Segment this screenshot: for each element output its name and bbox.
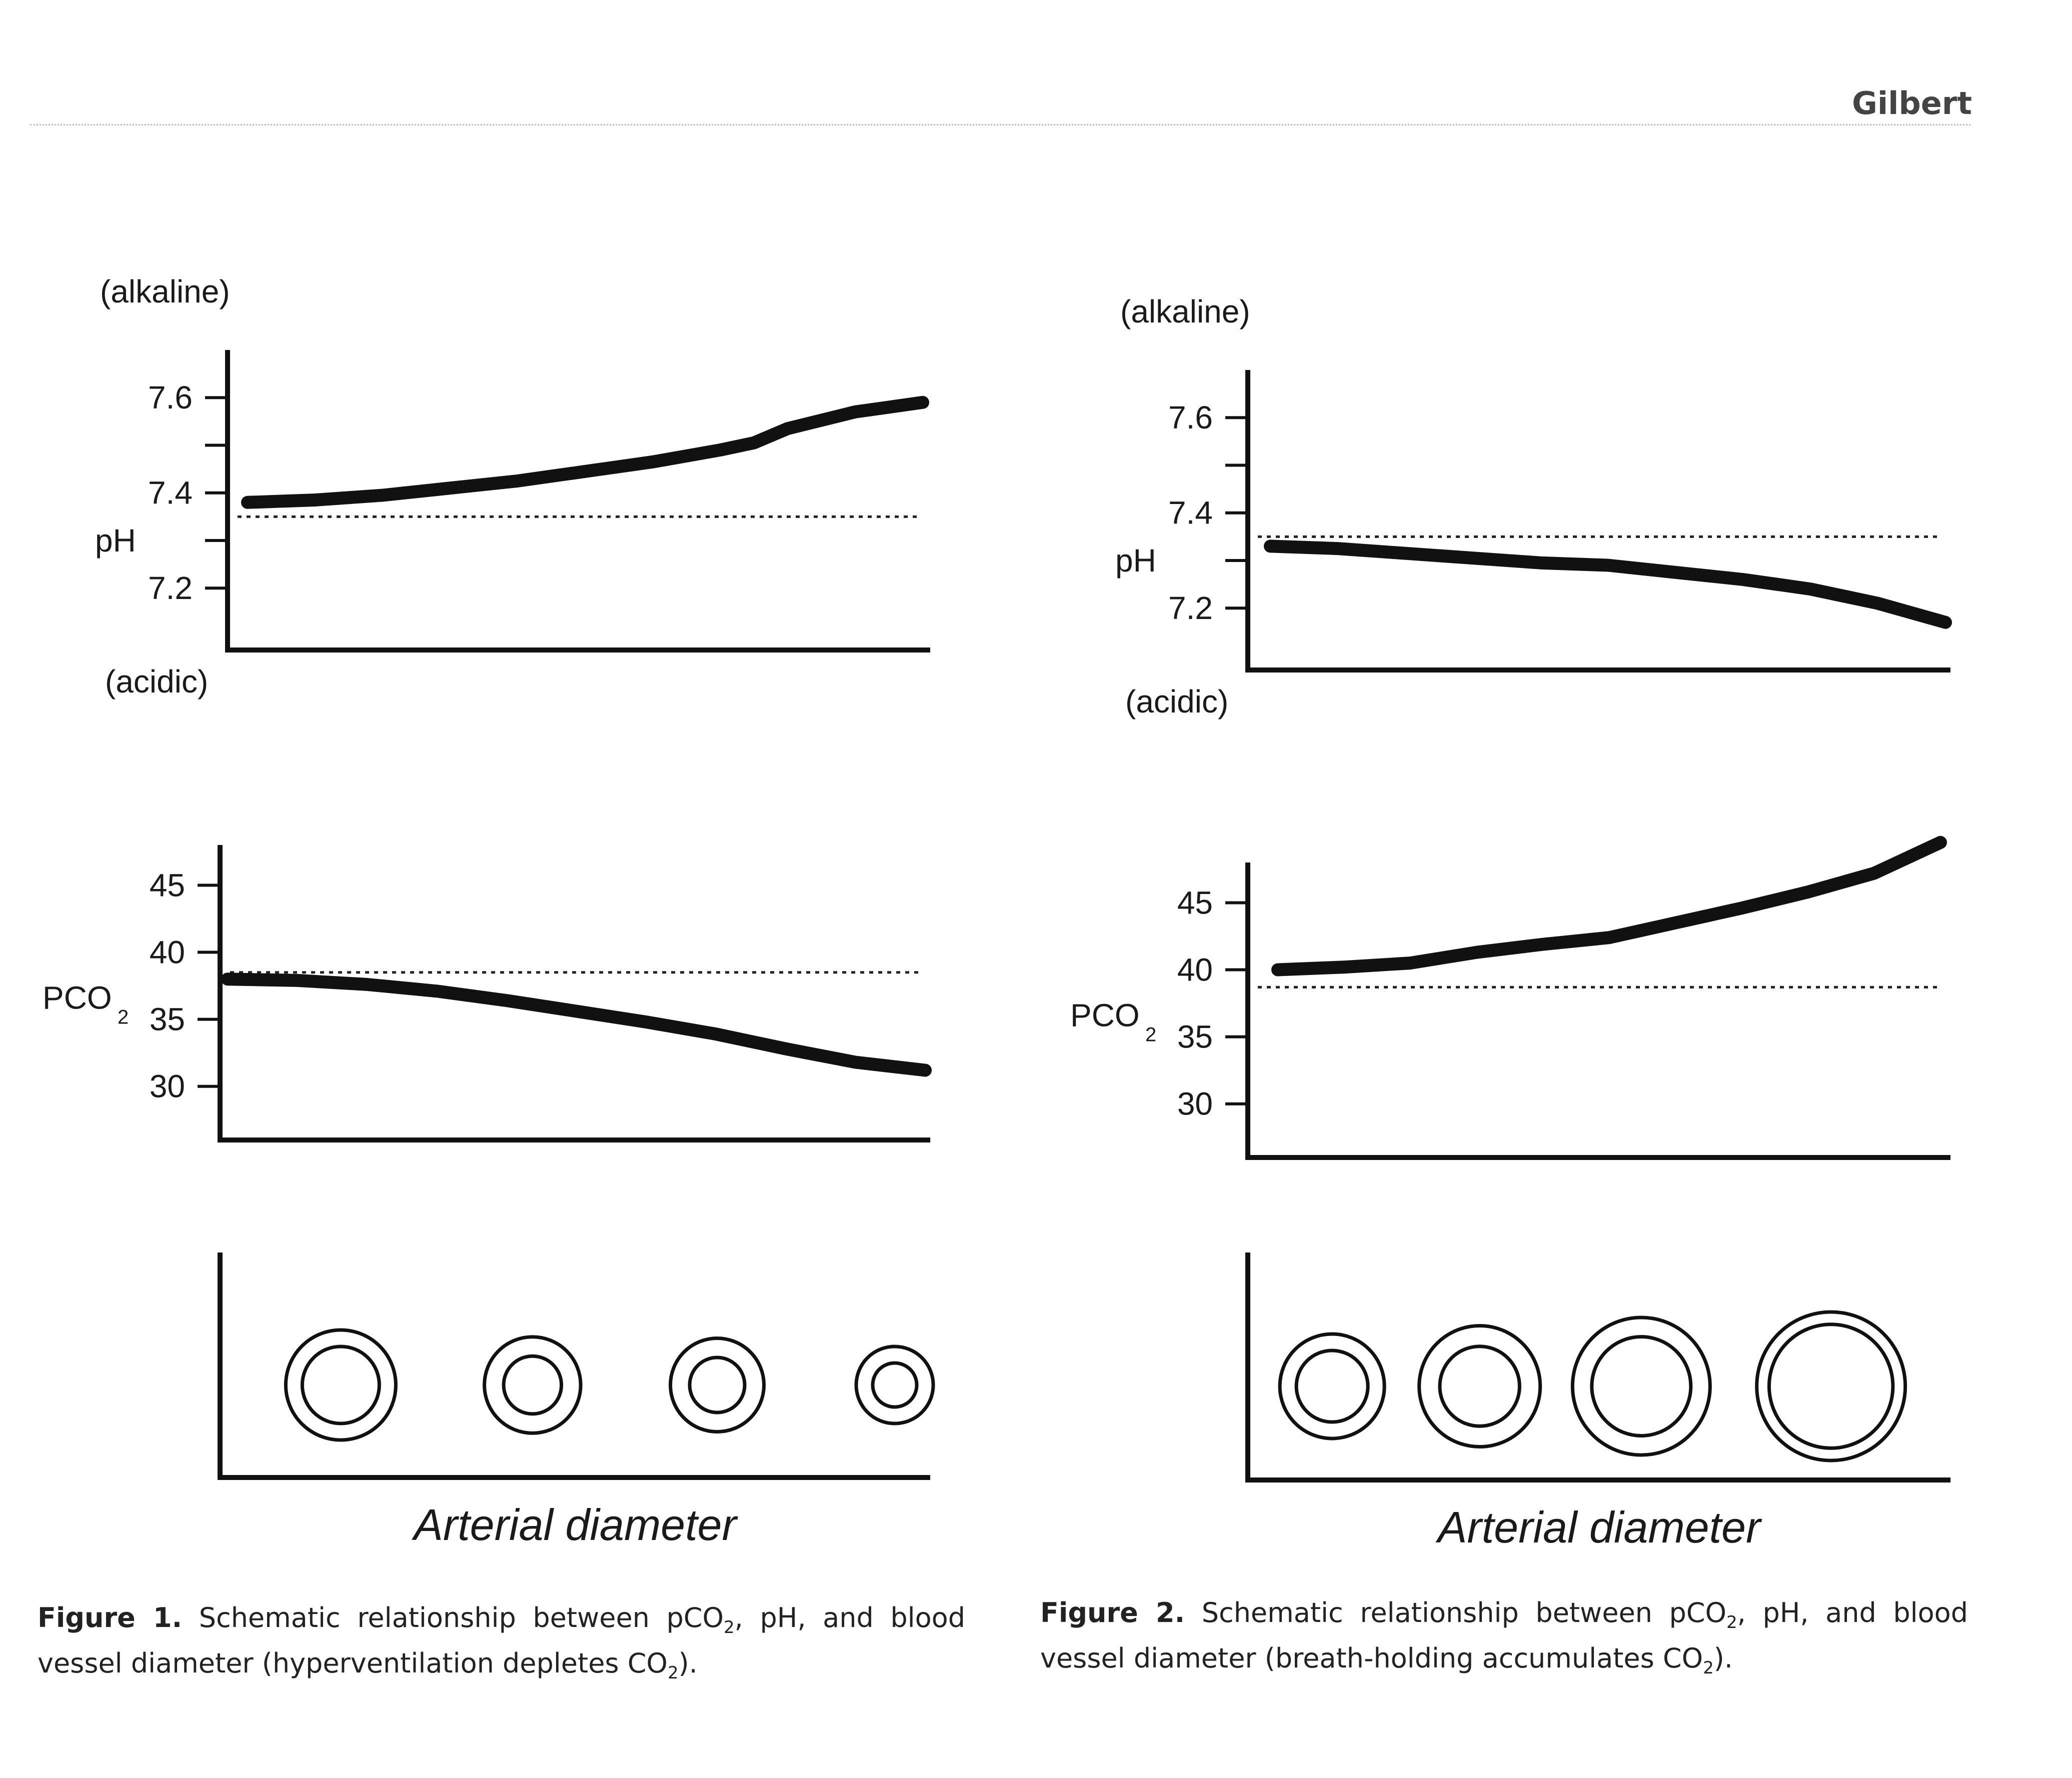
fig1-pco2-tick-label: 30: [150, 1068, 185, 1104]
fig1-diameter-vessel-4: [854, 1344, 935, 1426]
figure-1-caption-text-b: , pH, and blood vessel diameter (hyperve…: [38, 1602, 965, 1679]
vessel-lumen: [1294, 1348, 1370, 1424]
vessel-lumen: [502, 1354, 564, 1416]
fig2-ph-series-line: [1264, 540, 1952, 629]
figure-2-caption: Figure 2. Schematic relationship between…: [1040, 1595, 1968, 1686]
fig2-pco2-tick-label: 30: [1177, 1086, 1213, 1122]
fig2-diameter-vessel-4: [1755, 1310, 1907, 1462]
fig1-pco2-ylabel: PCO: [43, 980, 112, 1016]
fig2-ph-tick-label: 7.2: [1168, 590, 1213, 626]
fig2-ph-tick-label: 7.6: [1168, 400, 1213, 436]
fig2-pco2-series-line: [1271, 836, 1947, 976]
fig1-ph-bottom-note: (acidic): [105, 664, 208, 700]
figure-2-caption-sub-b: 2: [1703, 1658, 1714, 1678]
fig1-ph-ylabel: pH: [95, 522, 136, 558]
fig2-ph-ylabel: pH: [1115, 542, 1156, 578]
fig2-pco2-tick-label: 35: [1177, 1019, 1213, 1055]
fig2-ph-chart: 7.2 7.4 7.6 pH (alkaline) (acidic): [1115, 294, 1952, 720]
fig2-pco2-ylabel-sub: 2: [1145, 1024, 1156, 1046]
fig1-pco2-chart: 30 35 40 45 PCO 2: [43, 845, 932, 1142]
fig1-pco2-series-line: [221, 972, 932, 1077]
fig2-diameter-vessel-1: [1278, 1332, 1386, 1440]
vessel-outer-wall: [854, 1344, 935, 1426]
fig1-pco2-tick-label: 35: [150, 1002, 185, 1038]
figure-2-caption-sub-a: 2: [1726, 1612, 1737, 1632]
figure-1-caption: Figure 1. Schematic relationship between…: [38, 1600, 965, 1691]
vessel-outer-wall: [1417, 1324, 1542, 1448]
vessel-outer-wall: [1755, 1310, 1907, 1462]
header-rule: [30, 124, 1970, 126]
vessel-lumen: [688, 1356, 747, 1414]
fig1-pco2-tick-label: 40: [150, 934, 185, 970]
fig1-ph-series-line: [241, 396, 929, 509]
fig2-diameter-vessel-2: [1417, 1324, 1542, 1448]
vessel-outer-wall: [284, 1328, 398, 1442]
fig1-ph-chart: 7.2 7.4 7.6 pH (alkaline) (acidic): [95, 274, 930, 700]
figure-2-caption-label: Figure 2.: [1040, 1597, 1185, 1628]
vessel-outer-wall: [669, 1336, 766, 1434]
fig2-pco2-tick-label: 40: [1177, 952, 1213, 988]
fig2-diameter-vessel-3: [1570, 1316, 1712, 1457]
figure-1-caption-text-a: Schematic relationship between pCO: [182, 1602, 724, 1634]
fig2-ph-bottom-note: (acidic): [1125, 684, 1228, 720]
fig1-diameter-chart: Arterial diameter: [218, 1252, 935, 1550]
figure-2-caption-text-c: ).: [1713, 1642, 1733, 1674]
vessel-outer-wall: [1570, 1316, 1712, 1457]
fig1-diameter-xlabel: Arterial diameter: [411, 1500, 738, 1550]
fig1-diameter-vessel-1: [284, 1328, 398, 1442]
fig1-pco2-ylabel-sub: 2: [118, 1006, 129, 1028]
fig1-diameter-vessel-2: [483, 1335, 583, 1435]
fig2-diameter-xlabel: Arterial diameter: [1435, 1502, 1762, 1552]
fig1-ph-top-note: (alkaline): [100, 274, 230, 310]
fig1-ph-tick-label: 7.4: [148, 475, 193, 511]
figure-1-caption-sub-a: 2: [724, 1617, 735, 1638]
fig2-ph-top-note: (alkaline): [1120, 294, 1250, 330]
fig2-ph-tick-label: 7.4: [1168, 495, 1213, 531]
vessel-lumen: [1590, 1335, 1693, 1438]
figure-1-caption-sub-b: 2: [667, 1662, 679, 1683]
vessel-lumen: [1767, 1322, 1895, 1450]
vessel-lumen: [300, 1344, 381, 1426]
fig2-diameter-chart: Arterial diameter: [1245, 1252, 1950, 1552]
fig1-ph-tick-label: 7.6: [148, 380, 193, 416]
figure-2-caption-text-a: Schematic relationship between pCO: [1185, 1597, 1727, 1628]
figure-1-caption-text-c: ).: [678, 1647, 698, 1679]
fig1-pco2-tick-label: 45: [150, 867, 185, 903]
vessel-outer-wall: [483, 1335, 583, 1435]
fig2-pco2-tick-label: 45: [1177, 884, 1213, 920]
figure-1-caption-label: Figure 1.: [38, 1602, 183, 1634]
fig2-pco2-ylabel: PCO: [1070, 998, 1140, 1034]
vessel-lumen: [871, 1361, 919, 1409]
running-head-author: Gilbert: [1851, 85, 1972, 122]
vessel-outer-wall: [1278, 1332, 1386, 1440]
figure-2-caption-text-b: , pH, and blood vessel diameter (breath-…: [1040, 1597, 1968, 1674]
vessel-lumen: [1438, 1344, 1521, 1428]
fig1-diameter-vessel-3: [669, 1336, 766, 1434]
fig1-ph-tick-label: 7.2: [148, 570, 193, 606]
